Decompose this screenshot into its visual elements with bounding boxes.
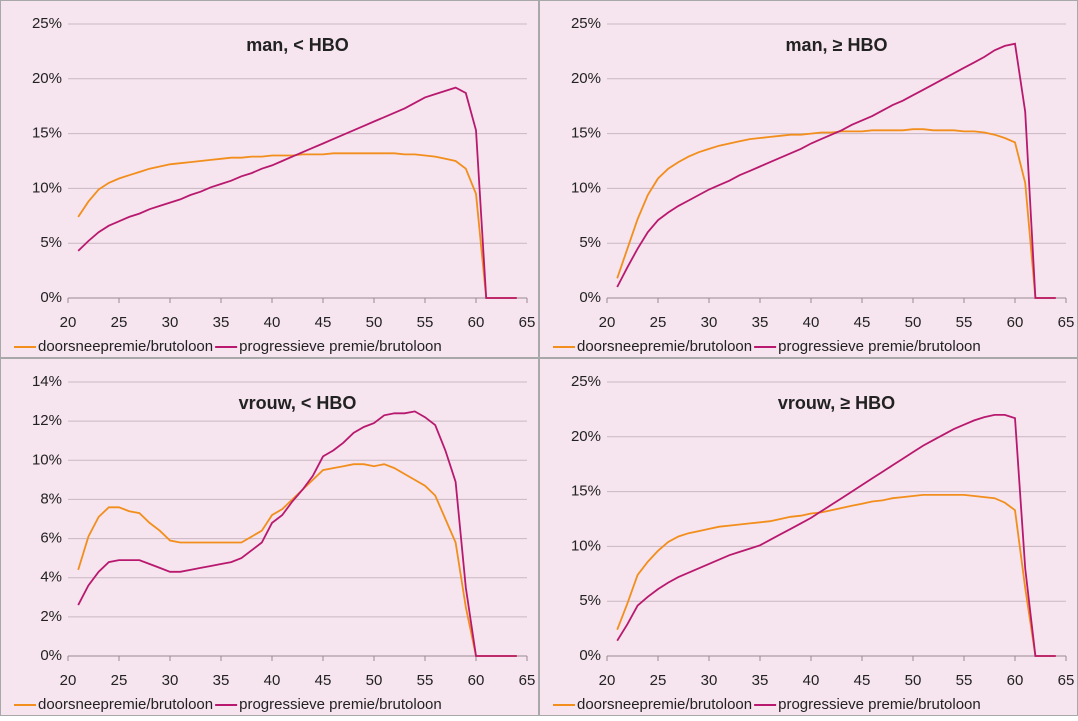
y-tick-label: 10% [32, 179, 62, 196]
y-tick-label: 4% [40, 569, 62, 586]
x-tick-label: 65 [519, 672, 536, 689]
y-tick-label: 25% [571, 15, 601, 32]
x-tick-label: 30 [701, 314, 718, 331]
legend-label: doorsneepremie/brutoloon [38, 696, 213, 713]
x-tick-label: 20 [599, 672, 616, 689]
x-tick-label: 25 [111, 672, 128, 689]
x-tick-label: 60 [1007, 672, 1024, 689]
legend-label: progressieve premie/brutoloon [239, 338, 442, 355]
y-tick-label: 25% [32, 15, 62, 32]
x-tick-label: 35 [752, 672, 769, 689]
x-tick-label: 55 [417, 314, 434, 331]
series-line [616, 42, 1056, 299]
x-tick-label: 50 [366, 672, 383, 689]
y-tick-label: 20% [571, 70, 601, 87]
y-tick-label: 20% [32, 70, 62, 87]
y-tick-label: 8% [40, 490, 62, 507]
chart-panel: 0% 5% 10% 15% 20% 25% 20 25 30 35 40 45 50 55 60 65 vrou… [539, 358, 1078, 716]
y-tick-label: 2% [40, 608, 62, 625]
series-line [77, 86, 517, 299]
x-tick-label: 50 [905, 672, 922, 689]
y-tick-label: 10% [32, 451, 62, 468]
x-tick-label: 45 [315, 672, 332, 689]
x-tick-label: 25 [650, 314, 667, 331]
chart-title: vrouw, < HBO [239, 393, 357, 413]
x-tick-label: 35 [213, 314, 230, 331]
legend-label: doorsneepremie/brutoloon [577, 696, 752, 713]
y-tick-label: 15% [571, 483, 601, 500]
x-tick-label: 50 [905, 314, 922, 331]
y-tick-label: 5% [579, 592, 601, 609]
x-tick-label: 35 [752, 314, 769, 331]
x-tick-label: 60 [468, 672, 485, 689]
legend-label: doorsneepremie/brutoloon [38, 338, 213, 355]
y-tick-label: 10% [571, 179, 601, 196]
y-tick-label: 6% [40, 530, 62, 547]
x-tick-label: 65 [1058, 314, 1075, 331]
legend-label: progressieve premie/brutoloon [778, 338, 981, 355]
x-tick-label: 20 [60, 314, 77, 331]
y-tick-label: 14% [32, 373, 62, 390]
legend-label: progressieve premie/brutoloon [778, 696, 981, 713]
x-tick-label: 50 [366, 314, 383, 331]
chart-title: man, < HBO [246, 35, 349, 55]
chart-panel: 0% 5% 10% 15% 20% 25% 20 25 30 35 40 45 50 55 60 65 man,… [539, 0, 1078, 358]
x-tick-label: 65 [1058, 672, 1075, 689]
x-tick-label: 30 [162, 314, 179, 331]
series-line [77, 410, 517, 657]
y-tick-label: 15% [571, 125, 601, 142]
x-tick-label: 20 [599, 314, 616, 331]
chart-title: man, ≥ HBO [786, 35, 888, 55]
y-tick-label: 10% [571, 537, 601, 554]
x-tick-label: 65 [519, 314, 536, 331]
y-tick-label: 5% [40, 234, 62, 251]
x-tick-label: 25 [650, 672, 667, 689]
x-tick-label: 40 [264, 314, 281, 331]
x-tick-label: 60 [1007, 314, 1024, 331]
x-tick-label: 55 [417, 672, 434, 689]
x-tick-label: 40 [803, 672, 820, 689]
series-line [616, 414, 1056, 657]
series-line [616, 494, 1056, 657]
x-tick-label: 40 [803, 314, 820, 331]
y-tick-label: 0% [40, 289, 62, 306]
x-tick-label: 40 [264, 672, 281, 689]
y-tick-label: 15% [32, 125, 62, 142]
x-tick-label: 30 [162, 672, 179, 689]
y-tick-label: 20% [571, 428, 601, 445]
x-tick-label: 55 [956, 314, 973, 331]
y-tick-label: 12% [32, 412, 62, 429]
y-tick-label: 0% [579, 647, 601, 664]
x-tick-label: 35 [213, 672, 230, 689]
x-tick-label: 25 [111, 314, 128, 331]
y-tick-label: 5% [579, 234, 601, 251]
legend-label: doorsneepremie/brutoloon [577, 338, 752, 355]
x-tick-label: 45 [854, 672, 871, 689]
x-tick-label: 45 [854, 314, 871, 331]
x-tick-label: 45 [315, 314, 332, 331]
x-tick-label: 30 [701, 672, 718, 689]
legend-label: progressieve premie/brutoloon [239, 696, 442, 713]
y-tick-label: 0% [40, 647, 62, 664]
y-tick-label: 0% [579, 289, 601, 306]
chart-panel: 0% 5% 10% 15% 20% 25% 20 25 30 35 40 45 50 55 60 65 man,… [0, 0, 539, 358]
chart-panel: 0% 2% 4% 6% 8% 10% 12% 14% 20 25 30 35 40 45 50 55 60 65 v… [0, 358, 539, 716]
chart-title: vrouw, ≥ HBO [778, 393, 895, 413]
x-tick-label: 55 [956, 672, 973, 689]
y-tick-label: 25% [571, 373, 601, 390]
x-tick-label: 60 [468, 314, 485, 331]
x-tick-label: 20 [60, 672, 77, 689]
